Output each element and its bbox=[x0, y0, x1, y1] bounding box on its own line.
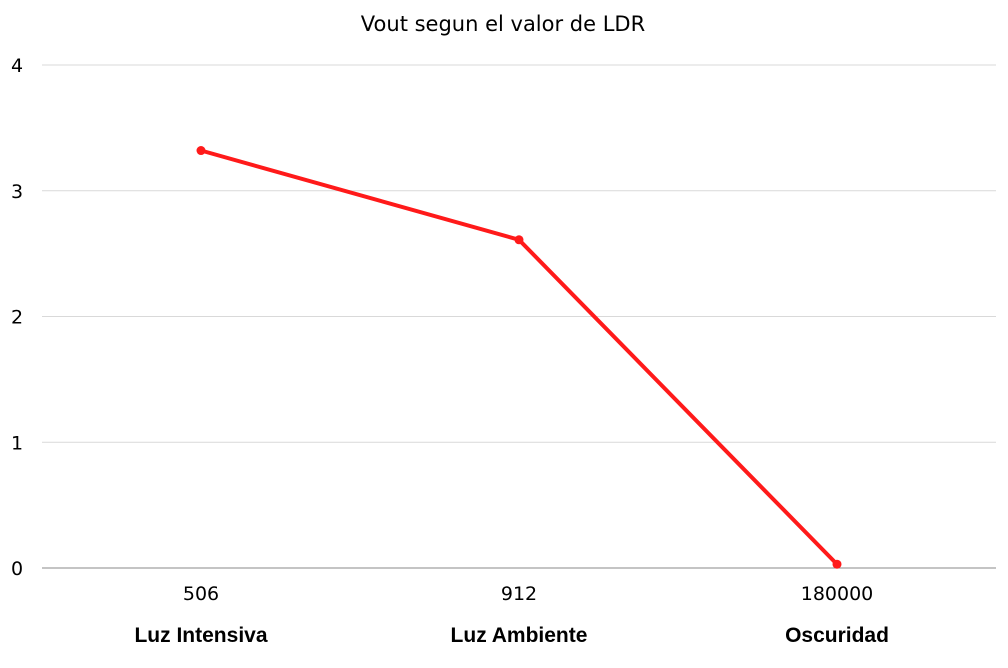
series-line bbox=[199, 148, 839, 567]
data-point bbox=[514, 235, 524, 245]
data-point bbox=[196, 146, 206, 156]
x-axis-ticks: 506 Luz Intensiva 912 Luz Ambiente 180000 Osc… bbox=[134, 583, 888, 647]
data-point bbox=[832, 559, 842, 569]
series bbox=[196, 146, 842, 569]
x-tick-label: 912 bbox=[501, 583, 537, 605]
y-tick-label: 2 bbox=[11, 307, 23, 329]
category-label: Luz Intensiva bbox=[134, 624, 267, 647]
y-tick-label: 0 bbox=[11, 558, 23, 580]
x-tick-label: 180000 bbox=[801, 583, 874, 605]
x-tick-label: 506 bbox=[183, 583, 219, 605]
y-tick-label: 4 bbox=[11, 55, 23, 77]
y-tick-label: 3 bbox=[11, 181, 23, 203]
chart-title: Vout segun el valor de LDR bbox=[361, 12, 645, 36]
gridlines bbox=[42, 64, 996, 443]
y-tick-label: 1 bbox=[11, 432, 23, 454]
y-axis-ticks: 0 1 2 3 4 bbox=[11, 55, 23, 580]
category-label: Oscuridad bbox=[785, 624, 889, 647]
category-label: Luz Ambiente bbox=[451, 624, 588, 647]
